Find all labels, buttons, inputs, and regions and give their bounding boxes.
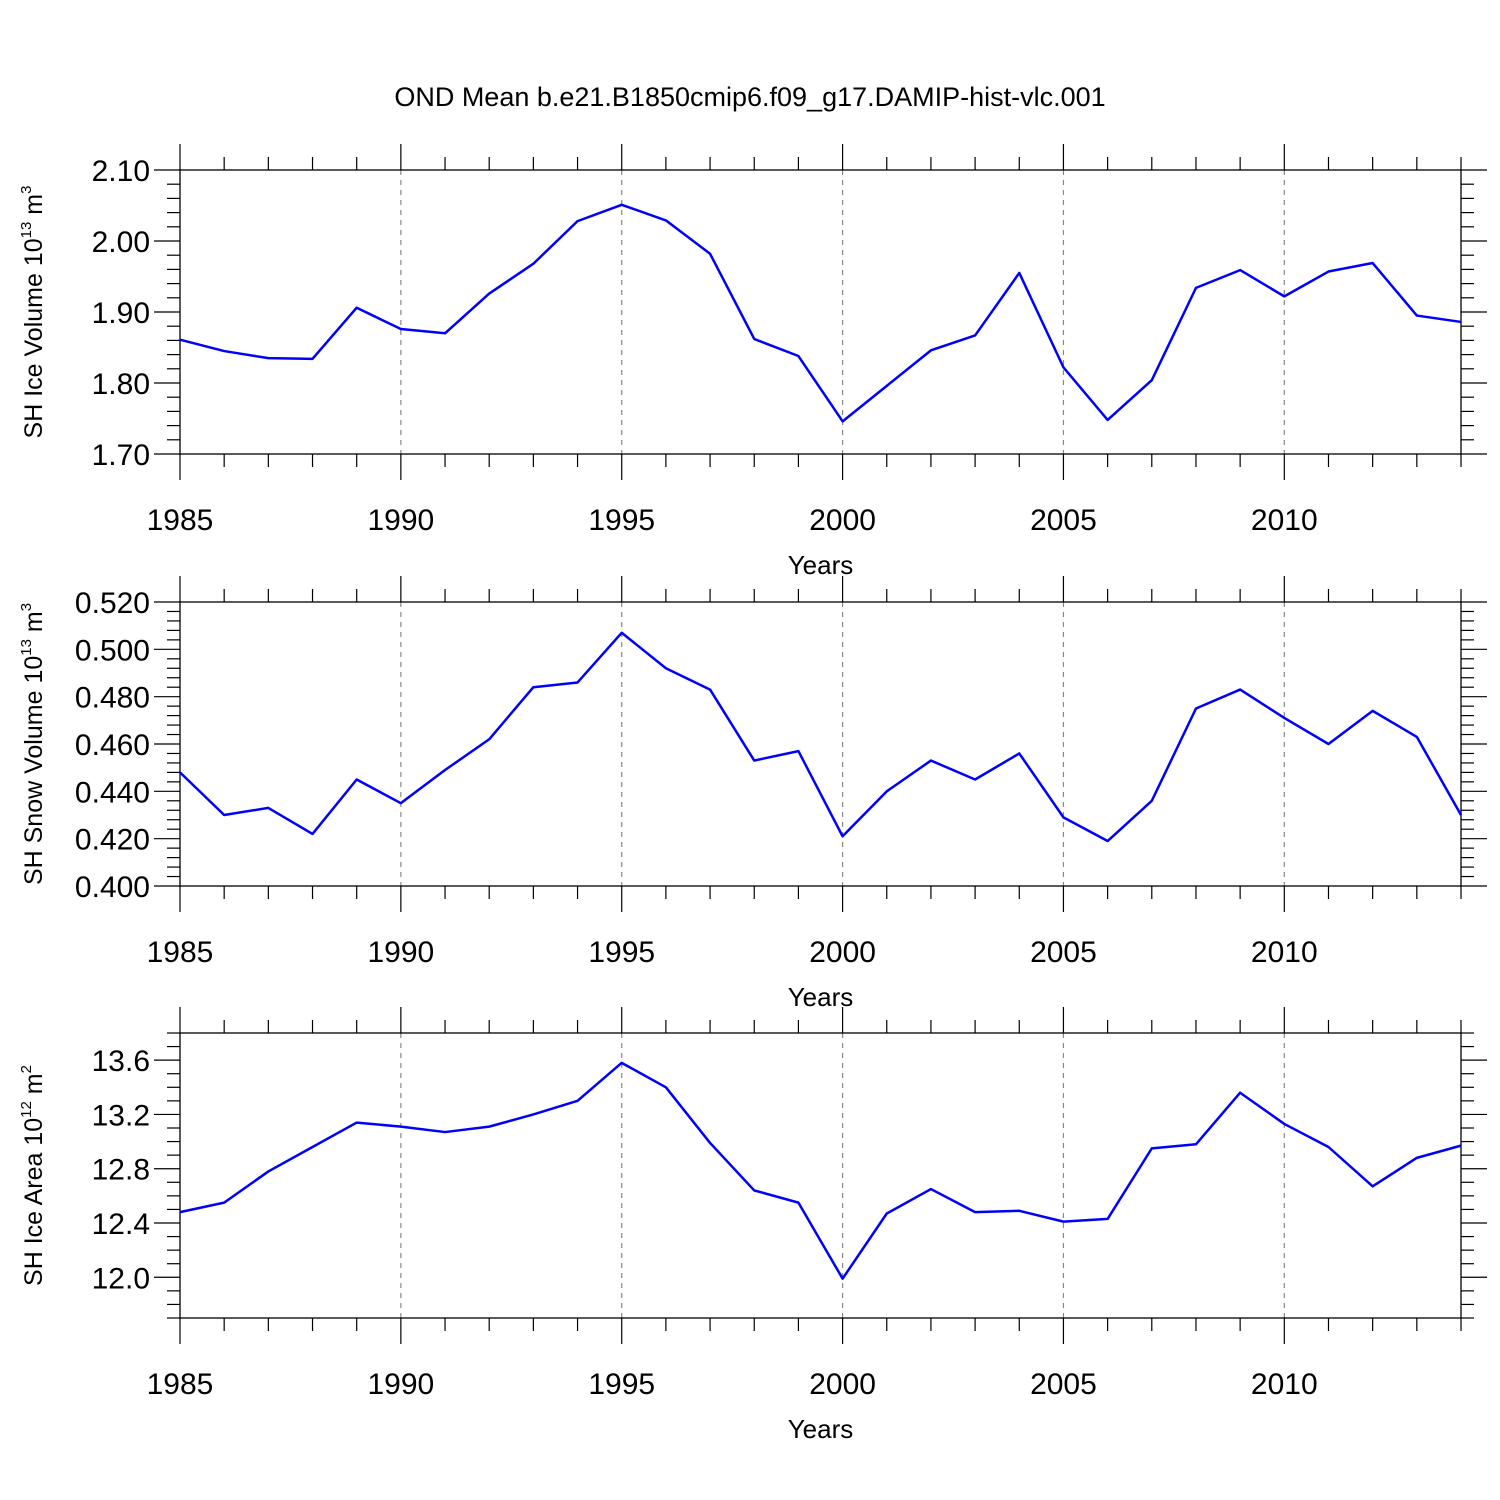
series-line	[179, 631, 1463, 843]
x-axis-label: Years	[788, 1414, 854, 1444]
y-tick-label: 12.0	[92, 1262, 150, 1295]
series-line	[179, 203, 1462, 423]
x-tick-label: 1985	[147, 1368, 214, 1401]
panel-3: 12.0 12.4 12.8 13.2 13.6 1985 1990 1995 2000 2005…	[18, 1007, 1487, 1444]
y-tick-label: 0.480	[75, 682, 150, 715]
plot-frame	[179, 601, 1462, 887]
y-axis-label: SH Ice Area 1012 m2	[18, 1065, 48, 1286]
x-tick-label: 2000	[809, 936, 876, 969]
panel-1: 1.70 1.80 1.90 2.00 2.10 1985 1990 1995 2000 2005…	[18, 144, 1487, 580]
x-tick-label: 1985	[147, 504, 214, 537]
y-tick-label: 0.460	[75, 729, 150, 762]
panels: 1.70 1.80 1.90 2.00 2.10 1985 1990 1995 2000 2005…	[18, 144, 1487, 1444]
x-tick-label: 2010	[1251, 504, 1318, 537]
series-line	[179, 1061, 1462, 1280]
x-tick-label: 2005	[1030, 936, 1097, 969]
x-tick-label: 1990	[367, 936, 434, 969]
y-tick-label: 1.70	[92, 439, 150, 472]
x-tick-label: 2000	[809, 1368, 876, 1401]
x-tick-label: 2010	[1251, 1368, 1318, 1401]
x-tick-label: 1985	[147, 936, 214, 969]
y-tick-label: 0.420	[75, 824, 150, 857]
x-tick-label: 1990	[367, 504, 434, 537]
y-tick-label: 12.8	[92, 1154, 150, 1187]
y-tick-label: 12.4	[92, 1208, 150, 1241]
y-tick-label: 0.400	[75, 871, 150, 904]
y-tick-label: 0.500	[75, 634, 150, 667]
plot-frame	[179, 1032, 1462, 1319]
x-tick-label: 1995	[588, 936, 655, 969]
y-tick-label: 0.520	[75, 587, 150, 620]
x-tick-label: 2010	[1251, 936, 1318, 969]
y-tick-label: 13.2	[92, 1099, 150, 1132]
y-tick-label: 2.10	[92, 155, 150, 188]
plot-frame	[179, 169, 1462, 455]
y-tick-label: 13.6	[92, 1045, 150, 1078]
x-axis-label: Years	[788, 550, 854, 580]
chart-title: OND Mean b.e21.B1850cmip6.f09_g17.DAMIP-…	[394, 82, 1105, 112]
y-tick-label: 2.00	[92, 226, 150, 259]
x-tick-label: 1995	[588, 1368, 655, 1401]
panel-2: 0.400 0.420 0.440 0.460 0.480 0.500 0.520 1985 1…	[18, 576, 1487, 1012]
x-tick-label: 2005	[1030, 504, 1097, 537]
x-axis-label: Years	[788, 982, 854, 1012]
y-tick-label: 1.90	[92, 297, 150, 330]
y-tick-label: 1.80	[92, 368, 150, 401]
x-tick-label: 2000	[809, 504, 876, 537]
y-axis-label: SH Snow Volume 1013 m3	[18, 603, 48, 885]
x-tick-label: 1990	[367, 1368, 434, 1401]
y-tick-label: 0.440	[75, 776, 150, 809]
x-tick-label: 1995	[588, 504, 655, 537]
x-tick-label: 2005	[1030, 1368, 1097, 1401]
y-axis-label: SH Ice Volume 1013 m3	[18, 186, 48, 439]
